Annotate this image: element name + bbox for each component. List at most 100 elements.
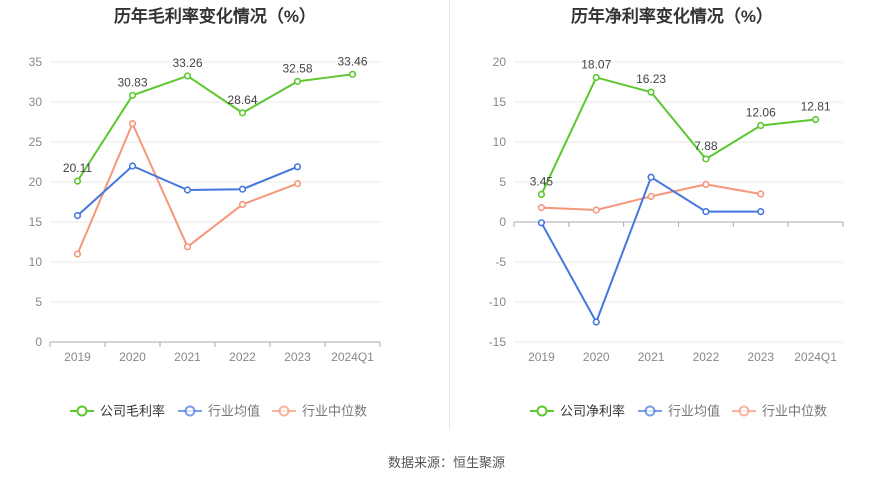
x-tick-label: 2021	[638, 350, 665, 364]
legend-marker	[184, 405, 196, 417]
data-point[interactable]	[183, 186, 192, 194]
y-tick-label: 15	[29, 215, 43, 229]
legend-item[interactable]: 行业均值	[178, 404, 260, 419]
data-point[interactable]	[293, 163, 302, 171]
data-point[interactable]	[537, 204, 546, 212]
data-point[interactable]	[238, 200, 247, 208]
data-point[interactable]	[128, 91, 137, 99]
legend-label: 行业均值	[668, 404, 720, 419]
legend-label: 公司毛利率	[100, 404, 165, 419]
data-point[interactable]	[128, 119, 137, 128]
data-label: 30.83	[117, 75, 147, 89]
x-tick-label: 2020	[583, 350, 610, 364]
y-tick-label: 5	[499, 175, 506, 189]
data-label: 12.81	[801, 100, 831, 114]
data-point[interactable]	[183, 72, 192, 80]
data-point[interactable]	[293, 180, 302, 188]
chart-divider	[449, 0, 450, 430]
x-tick-label: 2021	[174, 350, 201, 364]
data-point[interactable]	[73, 250, 82, 258]
data-point[interactable]	[73, 212, 82, 220]
y-tick-label: -10	[489, 295, 507, 309]
x-tick-label: 2024Q1	[331, 350, 374, 364]
data-point[interactable]	[647, 192, 655, 200]
legend-item[interactable]: 公司毛利率	[70, 404, 165, 419]
data-point[interactable]	[757, 208, 765, 216]
legend-label: 行业均值	[208, 404, 260, 419]
series-industry-avg	[537, 173, 765, 326]
x-tick-label: 2024Q1	[794, 350, 837, 364]
data-label: 18.07	[581, 57, 611, 71]
x-tick-label: 2023	[747, 350, 774, 364]
legend-marker	[536, 405, 548, 417]
x-tick-label: 2022	[229, 350, 256, 364]
y-tick-label: 25	[29, 135, 43, 149]
data-point[interactable]	[183, 243, 192, 251]
data-point[interactable]	[238, 185, 247, 193]
x-tick-label: 2020	[119, 350, 146, 364]
chart-1: 历年毛利率变化情况（%） 0 5 10 15 20 25 30 35 2019 2020 2021 20…	[29, 6, 381, 419]
data-label: 33.46	[337, 54, 367, 68]
data-point[interactable]	[592, 206, 600, 214]
series-company: 3.45 18.07 16.23 7.88 12.06 12.81	[530, 57, 831, 198]
legend-marker	[278, 405, 290, 417]
series-line	[76, 73, 353, 182]
series-industry-median	[73, 119, 302, 258]
data-point[interactable]	[537, 219, 546, 227]
legend-label: 行业中位数	[302, 404, 367, 419]
legend-label: 行业中位数	[762, 404, 827, 419]
data-point[interactable]	[592, 318, 600, 326]
x-tick-label: 2023	[284, 350, 311, 364]
data-point[interactable]	[702, 180, 710, 188]
data-label: 7.88	[694, 139, 718, 153]
data-source-label: 数据来源：恒生聚源	[387, 455, 505, 470]
chart-title: 历年毛利率变化情况（%）	[114, 6, 316, 26]
x-tick-label: 2019	[528, 350, 555, 364]
series-industry-median	[537, 180, 765, 214]
data-point[interactable]	[811, 115, 820, 124]
data-point[interactable]	[238, 109, 247, 117]
legend-item[interactable]: 行业中位数	[272, 404, 367, 419]
y-tick-label: 15	[493, 95, 507, 109]
data-point[interactable]	[348, 70, 357, 78]
data-label: 16.23	[636, 72, 666, 86]
legend-item[interactable]: 行业中位数	[732, 404, 827, 419]
y-tick-label: 0	[35, 335, 42, 349]
data-point[interactable]	[757, 121, 765, 130]
data-point[interactable]	[293, 77, 302, 85]
legend-marker	[738, 405, 750, 417]
data-label: 28.64	[227, 93, 257, 107]
x-tick-label: 2022	[693, 350, 720, 364]
data-point[interactable]	[128, 162, 137, 170]
y-tick-label: 10	[29, 255, 43, 269]
chart-2: 历年净利率变化情况（%） -15 -10 -5 0 5 10 15 20 2019 2020 2021…	[489, 6, 844, 419]
legend-item[interactable]: 公司净利率	[530, 404, 625, 419]
legend-item[interactable]: 行业均值	[638, 404, 720, 419]
legend-marker	[644, 405, 656, 417]
data-point[interactable]	[757, 190, 765, 198]
data-label: 32.58	[282, 61, 312, 75]
y-tick-label: 10	[493, 135, 507, 149]
data-point[interactable]	[73, 177, 82, 185]
y-tick-label: 0	[499, 215, 506, 229]
data-point[interactable]	[702, 155, 710, 163]
series-industry-avg	[73, 162, 302, 220]
data-point[interactable]	[647, 173, 655, 181]
y-tick-label: 5	[35, 295, 42, 309]
data-point[interactable]	[702, 208, 710, 216]
data-label: 20.11	[63, 161, 92, 175]
y-tick-label: -15	[489, 335, 507, 349]
data-point[interactable]	[592, 73, 600, 82]
x-tick-label: 2019	[64, 350, 91, 364]
data-point[interactable]	[647, 88, 655, 96]
y-tick-label: 30	[29, 95, 43, 109]
data-point[interactable]	[537, 190, 546, 198]
y-tick-label: 35	[29, 55, 43, 69]
legend-marker	[76, 405, 88, 417]
series-company: 20.11 30.83 33.26 28.64 32.58 33.46	[63, 54, 368, 185]
y-tick-label: 20	[29, 175, 43, 189]
y-tick-label: -5	[495, 255, 506, 269]
legend-label: 公司净利率	[560, 404, 625, 419]
series-line	[540, 76, 816, 195]
